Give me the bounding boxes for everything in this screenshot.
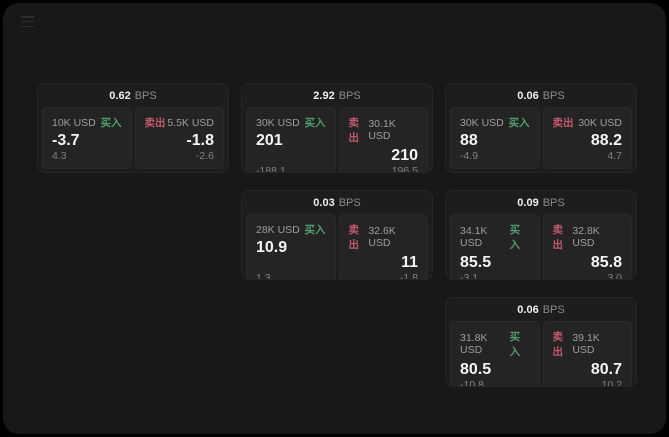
quote-card: 0.06 BPS 31.8K USD 买入 80.5 -10.8 卖出 39.1…	[445, 297, 637, 387]
panels: 10K USD 买入 -3.7 4.3 卖出 5.5K USD -1.8 -2.…	[38, 105, 228, 172]
buy-delta: -3.1	[460, 272, 479, 280]
buy-amount: 30K USD	[256, 116, 300, 129]
quote-card: 0.62 BPS 10K USD 买入 -3.7 4.3 卖出 5.5K USD	[37, 83, 229, 173]
buy-side-label: 买入	[509, 331, 521, 358]
sell-side-label: 卖出	[552, 117, 574, 129]
quote-card: 0.06 BPS 30K USD 买入 88 -4.9 卖出 30K USD	[445, 83, 637, 173]
card-header: 2.92 BPS	[242, 84, 432, 105]
buy-side-label: 买入	[304, 224, 326, 236]
buy-delta: -4.9	[460, 150, 479, 163]
buy-panel[interactable]: 10K USD 买入 -3.7 4.3	[42, 107, 132, 170]
bps-value: 0.03	[313, 197, 335, 209]
bps-unit-label: BPS	[134, 90, 157, 102]
buy-price: 85.5	[460, 254, 492, 271]
sell-amount: 32.8K USD	[572, 225, 600, 249]
card-header: 0.62 BPS	[38, 84, 228, 105]
buy-price: 88	[460, 132, 478, 149]
buy-amount: 34.1K USD	[460, 225, 488, 249]
buy-side-label: 买入	[509, 224, 521, 251]
quote-card: 0.09 BPS 34.1K USD 买入 85.5 -3.1 卖出 32.8K…	[445, 190, 637, 280]
buy-price: 201	[256, 132, 283, 149]
buy-side-label: 买入	[304, 117, 326, 129]
buy-delta: 4.3	[52, 150, 67, 163]
sell-side-label: 卖出	[348, 117, 360, 144]
sell-price: 11	[401, 254, 418, 271]
buy-side-label: 买入	[508, 117, 530, 129]
sell-panel[interactable]: 卖出 30.1K USD 210 196.5	[338, 107, 428, 173]
buy-delta: 1.3	[256, 272, 271, 280]
panels: 28K USD 买入 10.9 1.3 卖出 32.6K USD 11 -1.8	[242, 212, 432, 280]
buy-delta: -10.8	[460, 379, 484, 387]
menu-icon-bar	[21, 25, 34, 27]
sell-amount: 5.5K USD	[167, 116, 214, 129]
card-header: 0.03 BPS	[242, 191, 432, 212]
panels: 31.8K USD 买入 80.5 -10.8 卖出 39.1K USD 80.…	[446, 319, 636, 387]
sell-side-label: 卖出	[552, 224, 564, 251]
bps-unit-label: BPS	[542, 90, 565, 102]
sell-panel[interactable]: 卖出 32.6K USD 11 -1.8	[338, 214, 428, 280]
quote-card: 2.92 BPS 30K USD 买入 201 -188.1 卖出 30.1K …	[241, 83, 433, 173]
sell-delta: -2.6	[195, 150, 214, 163]
buy-panel[interactable]: 30K USD 买入 201 -188.1	[246, 107, 336, 173]
panels: 30K USD 买入 88 -4.9 卖出 30K USD 88.2 4.7	[446, 105, 636, 172]
sell-price: 88.2	[590, 132, 622, 149]
sell-amount: 39.1K USD	[572, 332, 600, 356]
buy-amount: 30K USD	[460, 116, 504, 129]
bps-value: 0.09	[517, 197, 539, 209]
buy-amount: 28K USD	[256, 223, 300, 236]
sell-panel[interactable]: 卖出 5.5K USD -1.8 -2.6	[134, 107, 224, 170]
buy-delta: -188.1	[256, 165, 286, 173]
sell-price: 210	[391, 147, 418, 164]
quote-card: 0.03 BPS 28K USD 买入 10.9 1.3 卖出 32.6K US…	[241, 190, 433, 280]
buy-panel[interactable]: 28K USD 买入 10.9 1.3	[246, 214, 336, 280]
sell-delta: 196.5	[391, 165, 418, 173]
bps-unit-label: BPS	[338, 90, 361, 102]
card-header: 0.09 BPS	[446, 191, 636, 212]
card-header: 0.06 BPS	[446, 84, 636, 105]
sell-panel[interactable]: 卖出 32.8K USD 85.8 3.0	[542, 214, 632, 280]
bps-value: 2.92	[313, 90, 335, 102]
panels: 34.1K USD 买入 85.5 -3.1 卖出 32.8K USD 85.8…	[446, 212, 636, 280]
sell-delta: -1.8	[399, 272, 418, 280]
bps-unit-label: BPS	[542, 304, 565, 316]
sell-panel[interactable]: 卖出 30K USD 88.2 4.7	[542, 107, 632, 170]
buy-price: 10.9	[256, 239, 288, 256]
card-header: 0.06 BPS	[446, 298, 636, 319]
bps-unit-label: BPS	[542, 197, 565, 209]
menu-icon-bar	[21, 20, 34, 23]
sell-amount: 30.1K USD	[368, 118, 396, 142]
sell-delta: 3.0	[607, 272, 622, 280]
buy-amount: 10K USD	[52, 116, 96, 129]
sell-delta: 10.2	[601, 379, 622, 387]
sell-panel[interactable]: 卖出 39.1K USD 80.7 10.2	[542, 321, 632, 387]
buy-panel[interactable]: 30K USD 买入 88 -4.9	[450, 107, 540, 170]
bps-value: 0.06	[517, 304, 539, 316]
sell-price: 80.7	[590, 361, 622, 378]
menu-icon[interactable]	[21, 16, 34, 27]
sell-side-label: 卖出	[552, 331, 564, 358]
buy-amount: 31.8K USD	[460, 332, 488, 356]
buy-price: 80.5	[460, 361, 492, 378]
sell-delta: 4.7	[607, 150, 622, 163]
buy-side-label: 买入	[100, 117, 122, 129]
bps-value: 0.62	[109, 90, 131, 102]
app-window: 0.62 BPS 10K USD 买入 -3.7 4.3 卖出 5.5K USD	[3, 3, 666, 434]
sell-price: -1.8	[186, 132, 214, 149]
panels: 30K USD 买入 201 -188.1 卖出 30.1K USD 210 1…	[242, 105, 432, 173]
buy-price: -3.7	[52, 132, 80, 149]
buy-panel[interactable]: 34.1K USD 买入 85.5 -3.1	[450, 214, 540, 280]
sell-amount: 30K USD	[578, 116, 622, 129]
quote-cards-grid: 0.62 BPS 10K USD 买入 -3.7 4.3 卖出 5.5K USD	[37, 83, 637, 387]
menu-icon-bar	[21, 16, 34, 18]
sell-amount: 32.6K USD	[368, 225, 396, 249]
buy-panel[interactable]: 31.8K USD 买入 80.5 -10.8	[450, 321, 540, 387]
bps-unit-label: BPS	[338, 197, 361, 209]
sell-side-label: 卖出	[348, 224, 360, 251]
sell-side-label: 卖出	[144, 117, 166, 129]
bps-value: 0.06	[517, 90, 539, 102]
sell-price: 85.8	[590, 254, 622, 271]
